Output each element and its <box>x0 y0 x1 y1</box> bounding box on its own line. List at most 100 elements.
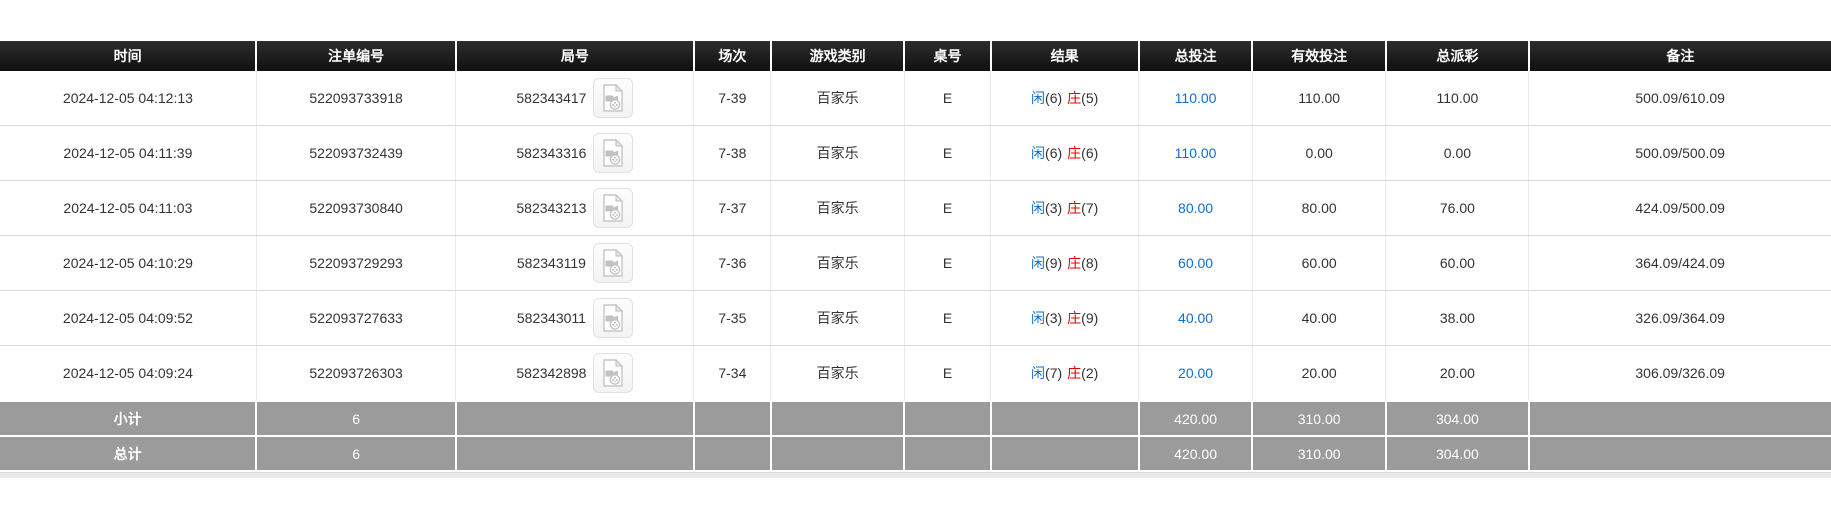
subtotal-valid-bet: 310.00 <box>1251 400 1387 437</box>
subtotal-total-bet: 420.00 <box>1137 400 1254 437</box>
video-playback-button[interactable] <box>593 188 634 228</box>
player-result-score: (3) <box>1045 200 1063 216</box>
cell-result: 闲(3) 庄(9) <box>990 290 1140 346</box>
cell-total-bet: 80.00 <box>1138 180 1253 236</box>
cell-time: 2024-12-05 04:12:13 <box>0 71 257 126</box>
footer-empty-cell <box>989 400 1140 437</box>
cell-result: 闲(7) 庄(2) <box>990 345 1140 402</box>
col-header-round-id: 局号 <box>455 41 695 71</box>
cell-total-payout: 0.00 <box>1385 125 1530 181</box>
banker-result-score: (2) <box>1081 365 1099 381</box>
subtotal-row: 小计 6 420.00 310.00 304.00 <box>0 400 1831 437</box>
cell-result: 闲(9) 庄(8) <box>990 235 1140 291</box>
footer-empty-cell <box>1527 400 1831 437</box>
subtotal-total-payout: 304.00 <box>1384 400 1530 437</box>
col-header-bet-id: 注单编号 <box>256 41 457 71</box>
col-header-result: 结果 <box>990 41 1140 71</box>
cell-total-bet: 110.00 <box>1138 125 1253 181</box>
banker-result-label: 庄 <box>1067 310 1082 326</box>
footer-empty-cell <box>454 400 695 437</box>
cell-table-no: E <box>904 125 992 181</box>
video-playback-button[interactable] <box>592 298 633 338</box>
col-header-time: 时间 <box>0 41 258 71</box>
table-bottom-shadow <box>0 472 1831 478</box>
col-header-game-type: 游戏类别 <box>770 41 906 71</box>
top-spacer <box>0 0 1831 41</box>
cell-total-payout: 76.00 <box>1385 180 1530 236</box>
cell-bet-id: 522093729293 <box>256 235 457 291</box>
video-playback-icon <box>603 249 624 277</box>
cell-remark: 326.09/364.09 <box>1528 290 1831 346</box>
total-bet-link[interactable]: 80.00 <box>1178 200 1214 216</box>
table-row: 2024-12-05 04:11:39 522093732439 5823433… <box>0 125 1831 181</box>
footer-empty-cell <box>692 435 772 472</box>
total-bet-link[interactable]: 60.00 <box>1178 255 1214 271</box>
round-id-text: 582343417 <box>516 90 587 106</box>
grand-total-row: 总计 6 420.00 310.00 304.00 <box>0 435 1831 472</box>
cell-time: 2024-12-05 04:10:29 <box>0 235 257 291</box>
grand-total-label: 总计 <box>0 435 258 472</box>
cell-result: 闲(6) 庄(5) <box>990 71 1140 126</box>
cell-total-payout: 110.00 <box>1385 71 1530 126</box>
cell-game-type: 百家乐 <box>770 345 905 402</box>
total-bet-link[interactable]: 40.00 <box>1178 310 1214 326</box>
video-playback-button[interactable] <box>593 133 634 173</box>
cell-total-payout: 20.00 <box>1385 345 1530 402</box>
video-playback-button[interactable] <box>592 243 633 283</box>
video-playback-icon <box>603 84 624 112</box>
col-header-valid-bet: 有效投注 <box>1252 41 1387 71</box>
table-row: 2024-12-05 04:10:29 522093729293 5823431… <box>0 235 1831 291</box>
cell-game-type: 百家乐 <box>770 125 905 181</box>
subtotal-count: 6 <box>255 400 457 437</box>
round-id-text: 582343316 <box>516 145 587 161</box>
grand-total-total-payout: 304.00 <box>1384 435 1530 472</box>
player-result-label: 闲 <box>1031 200 1046 216</box>
cell-bet-id: 522093733918 <box>256 71 457 126</box>
banker-result-score: (8) <box>1081 255 1099 271</box>
video-playback-icon <box>603 304 624 332</box>
cell-valid-bet: 20.00 <box>1252 345 1387 402</box>
footer-empty-cell <box>692 400 772 437</box>
cell-round-id: 582343011 <box>455 290 695 346</box>
player-result-score: (7) <box>1045 365 1063 381</box>
cell-round-id: 582343213 <box>455 180 695 236</box>
footer-empty-cell <box>903 400 992 437</box>
cell-remark: 306.09/326.09 <box>1528 345 1831 402</box>
col-header-table-no: 桌号 <box>904 41 992 71</box>
banker-result-label: 庄 <box>1067 200 1082 216</box>
round-id-text: 582343011 <box>516 310 586 326</box>
cell-round-id: 582342898 <box>455 345 695 402</box>
subtotal-label: 小计 <box>0 400 258 437</box>
table-footer: 小计 6 420.00 310.00 304.00 总计 6 <box>0 400 1831 472</box>
video-playback-button[interactable] <box>593 353 634 393</box>
video-playback-icon <box>603 194 624 222</box>
cell-remark: 500.09/610.09 <box>1528 71 1831 126</box>
table-row: 2024-12-05 04:11:03 522093730840 5823432… <box>0 180 1831 236</box>
cell-bet-id: 522093726303 <box>256 345 457 402</box>
cell-game-type: 百家乐 <box>770 71 905 126</box>
cell-round-id: 582343417 <box>455 71 695 126</box>
cell-total-bet: 40.00 <box>1138 290 1253 346</box>
player-result-score: (6) <box>1045 90 1063 106</box>
total-bet-link[interactable]: 110.00 <box>1174 90 1217 106</box>
cell-bet-id: 522093730840 <box>256 180 457 236</box>
betting-records-table: 时间 注单编号 局号 场次 游戏类别 桌号 结果 总投注 有效投注 总派彩 备注… <box>0 41 1831 472</box>
cell-bet-id: 522093732439 <box>256 125 457 181</box>
cell-time: 2024-12-05 04:11:39 <box>0 125 257 181</box>
cell-table-no: E <box>904 235 992 291</box>
video-playback-button[interactable] <box>593 78 634 118</box>
banker-result-score: (9) <box>1081 310 1099 326</box>
cell-table-no: E <box>904 345 992 402</box>
total-bet-link[interactable]: 110.00 <box>1174 145 1217 161</box>
banker-result-label: 庄 <box>1067 255 1082 271</box>
grand-total-total-bet: 420.00 <box>1137 435 1254 472</box>
player-result-label: 闲 <box>1031 145 1046 161</box>
table-row: 2024-12-05 04:09:52 522093727633 5823430… <box>0 290 1831 346</box>
cell-total-bet: 20.00 <box>1138 345 1253 402</box>
total-bet-link[interactable]: 20.00 <box>1178 365 1214 381</box>
cell-valid-bet: 110.00 <box>1252 71 1387 126</box>
grand-total-count: 6 <box>255 435 457 472</box>
table-row: 2024-12-05 04:09:24 522093726303 5823428… <box>0 345 1831 402</box>
header-row: 时间 注单编号 局号 场次 游戏类别 桌号 结果 总投注 有效投注 总派彩 备注 <box>0 41 1831 71</box>
table-row: 2024-12-05 04:12:13 522093733918 5823434… <box>0 71 1831 126</box>
